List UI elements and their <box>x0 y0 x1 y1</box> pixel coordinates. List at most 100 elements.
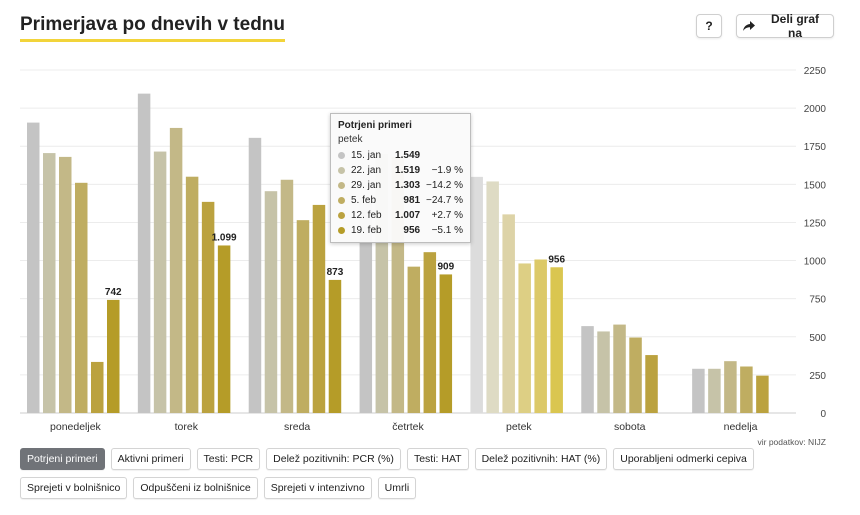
tooltip-change: −24.7 % <box>426 195 464 206</box>
tooltip-title: Potrjeni primeri <box>338 120 412 131</box>
y-tick-label: 500 <box>809 333 826 344</box>
metric-tab[interactable]: Aktivni primeri <box>110 448 191 470</box>
y-tick-label: 1500 <box>804 180 827 191</box>
bar <box>248 137 262 413</box>
bar <box>550 267 563 413</box>
metric-tab[interactable]: Umrli <box>377 477 417 499</box>
series-marker <box>338 152 345 159</box>
tooltip-change: −14.2 % <box>426 180 464 191</box>
bar <box>153 151 167 413</box>
bar <box>75 182 88 413</box>
tooltip-change: −1.9 % <box>431 165 464 176</box>
series-marker <box>338 227 345 234</box>
bar <box>280 179 294 413</box>
series-marker <box>338 212 345 219</box>
bar <box>756 375 769 413</box>
tooltip-date: 22. jan <box>351 165 382 176</box>
share-label: Deli graf na <box>770 12 819 40</box>
bar <box>312 204 326 413</box>
x-category-label: sreda <box>284 421 310 433</box>
y-tick-label: 2250 <box>804 66 827 77</box>
y-tick-label: 2000 <box>804 104 827 115</box>
metric-tab[interactable]: Sprejeti v bolnišnico <box>20 477 128 499</box>
y-tick-label: 1250 <box>804 218 827 229</box>
metric-tab[interactable]: Delež pozitivnih: HAT (%) <box>474 448 608 470</box>
share-button[interactable]: Deli graf na <box>736 12 834 40</box>
tooltip-row: 22. jan 1.519 −1.9 % <box>338 163 463 178</box>
data-label: 1.099 <box>212 232 237 243</box>
tooltip-change: −5.1 % <box>431 225 464 236</box>
x-category-label: ponedeljek <box>50 421 102 433</box>
bar <box>423 252 437 413</box>
bar <box>27 122 40 414</box>
metric-tab[interactable]: Uporabljeni odmerki cepiva <box>613 448 754 470</box>
bar <box>597 331 610 413</box>
x-category-label: petek <box>506 421 532 433</box>
bar <box>59 156 72 413</box>
bar <box>107 299 120 413</box>
data-label: 909 <box>437 261 454 272</box>
tooltip-row: 12. feb 1.007 +2.7 % <box>338 208 463 223</box>
bar <box>629 337 642 413</box>
series-marker <box>338 197 345 204</box>
bar <box>43 153 56 413</box>
data-label: 956 <box>548 254 565 265</box>
bar <box>137 93 151 413</box>
bar <box>534 259 547 413</box>
bar <box>264 191 278 413</box>
metric-tab[interactable]: Testi: HAT <box>406 448 469 470</box>
metric-tab[interactable]: Potrjeni primeri <box>20 448 105 470</box>
tooltip-row: 5. feb 981 −24.7 % <box>338 193 463 208</box>
metric-tab[interactable]: Odpuščeni iz bolnišnice <box>133 477 258 499</box>
bar <box>296 220 310 413</box>
tooltip-value: 1.007 <box>395 210 421 221</box>
bar <box>502 214 515 413</box>
tooltip-subtitle: petek <box>338 134 363 145</box>
metric-tab[interactable]: Testi: PCR <box>196 448 261 470</box>
data-label: 742 <box>105 287 122 298</box>
bar <box>201 201 215 413</box>
tooltip-date: 19. feb <box>351 225 382 236</box>
bar <box>645 355 658 413</box>
bar <box>470 176 483 413</box>
y-tick-label: 1750 <box>804 142 827 153</box>
metric-tab[interactable]: Sprejeti v intenzivno <box>263 477 372 499</box>
bar <box>185 176 199 413</box>
tooltip-date: 29. jan <box>351 180 382 191</box>
bar <box>613 324 626 413</box>
bar <box>708 368 721 413</box>
bar <box>439 274 453 413</box>
chart-tooltip: Potrjeni primeri petek 15. jan 1.549 22. j… <box>330 113 471 243</box>
data-label: 873 <box>327 267 344 278</box>
bar <box>217 245 231 413</box>
bar <box>518 263 531 413</box>
y-tick-label: 1000 <box>804 257 827 268</box>
tooltip-value: 1.519 <box>395 165 421 176</box>
bar <box>740 366 753 413</box>
tooltip-row: 15. jan 1.549 <box>338 148 463 163</box>
source-note: vir podatkov: NIJZ <box>758 437 827 447</box>
bar <box>91 361 104 413</box>
tooltip-value: 1.549 <box>395 150 421 161</box>
y-tick-label: 250 <box>809 371 826 382</box>
tooltip-value: 956 <box>403 225 421 236</box>
metric-tabs: Potrjeni primeri Aktivni primeri Testi: PC… <box>20 448 820 499</box>
bar <box>581 326 594 413</box>
x-category-label: torek <box>175 421 199 433</box>
page-title: Primerjava po dnevih v tednu <box>20 14 286 42</box>
bar <box>724 361 737 413</box>
bar <box>486 181 499 413</box>
tooltip-date: 15. jan <box>351 150 382 161</box>
bar-chart: 0 250 500 750 1000 1250 1500 1750 2000 2250 742 pon… <box>20 66 827 447</box>
x-category-label: sobota <box>614 421 646 433</box>
tooltip-row: 19. feb 956 −5.1 % <box>338 223 463 238</box>
metric-tab[interactable]: Delež pozitivnih: PCR (%) <box>266 448 401 470</box>
bar <box>692 368 705 413</box>
tooltip-change: +2.7 % <box>431 210 464 221</box>
help-button[interactable]: ? <box>696 14 722 38</box>
share-icon <box>743 20 755 32</box>
bar <box>359 198 373 413</box>
bar <box>169 127 183 413</box>
tooltip-date: 12. feb <box>351 210 382 221</box>
y-tick-label: 750 <box>809 295 826 306</box>
